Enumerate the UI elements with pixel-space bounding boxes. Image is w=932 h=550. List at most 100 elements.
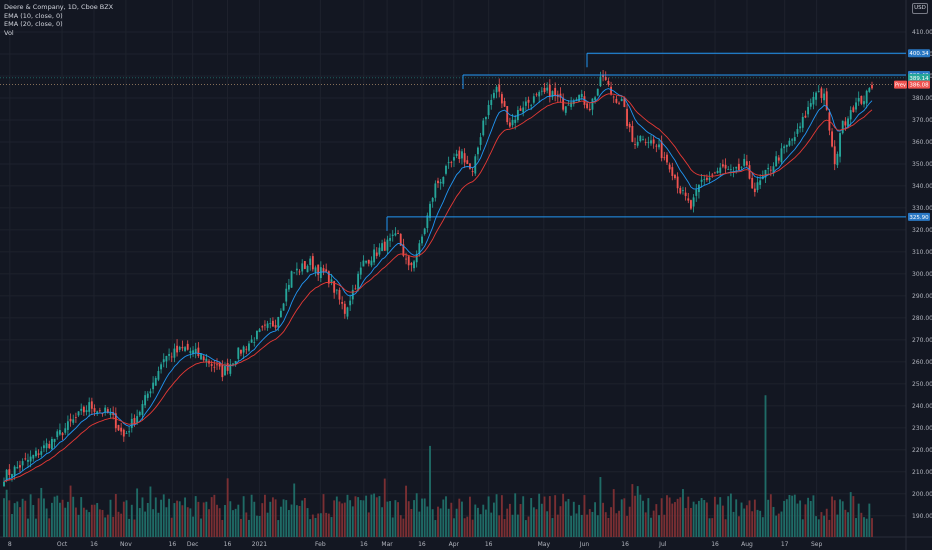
volume-bar (713, 496, 716, 537)
candle-body (588, 108, 591, 111)
x-tick-label: 8 (8, 541, 12, 548)
candle-body (583, 96, 586, 105)
volume-bar (687, 496, 690, 537)
volume-bar (386, 501, 389, 537)
candle-body (751, 177, 754, 189)
volume-bar (359, 500, 362, 537)
candle-body (197, 347, 200, 357)
candle-body (857, 97, 860, 102)
volume-bar (567, 498, 570, 537)
candle-body (745, 161, 748, 166)
volume-legend[interactable]: Vol (4, 28, 14, 37)
x-tick-label: 16 (711, 541, 719, 548)
price-tag-label: 386.08 (909, 83, 929, 89)
volume-bar (130, 504, 133, 537)
volume-bar (474, 504, 477, 537)
volume-bar (104, 517, 107, 537)
volume-bar (490, 512, 493, 537)
y-tick-label: 280.00 (912, 315, 932, 322)
candle-body (160, 364, 163, 370)
volume-bar (375, 497, 378, 537)
candle-body (674, 174, 676, 179)
volume-bar (173, 503, 176, 537)
candle-body (45, 443, 48, 449)
volume-bar (775, 515, 778, 537)
volume-bar (636, 486, 639, 537)
volume-bar (208, 509, 210, 537)
volume-bar (93, 504, 96, 537)
volume-bar (666, 495, 668, 537)
candle-body (719, 167, 722, 173)
volume-bar (639, 494, 642, 537)
candle-body (591, 98, 594, 110)
candle-body (836, 153, 839, 166)
y-tick-label: 360.00 (912, 139, 932, 146)
volume-bar (149, 486, 152, 537)
candle-body (29, 456, 32, 462)
volume-bar (170, 517, 173, 537)
candle-body (269, 323, 272, 325)
candle-body (205, 358, 208, 362)
volume-bar (817, 519, 820, 537)
volume-bar (743, 508, 746, 537)
candle-body (607, 80, 610, 85)
volume-bar (74, 507, 77, 537)
volume-bar (245, 512, 248, 537)
candle-body (530, 105, 533, 107)
candle-body (418, 243, 421, 255)
volume-bar (357, 497, 360, 537)
candle-body (500, 94, 503, 104)
candle-body (317, 264, 320, 275)
volume-bar (35, 518, 37, 537)
volume-bar (381, 507, 384, 537)
x-tick-label: Aug (741, 541, 753, 548)
volume-bar (551, 518, 554, 537)
volume-bar (447, 508, 450, 537)
volume-bar (767, 499, 770, 537)
volume-bar (828, 519, 831, 537)
candle-body (109, 412, 112, 415)
candle-body (809, 103, 812, 107)
candle-body (85, 410, 88, 413)
candle-body (120, 427, 123, 432)
volume-bar (711, 518, 714, 537)
candle-body (359, 267, 362, 275)
candle-body (410, 262, 413, 266)
volume-bar (72, 496, 75, 537)
volume-bar (27, 518, 29, 537)
volume-bar (319, 513, 322, 537)
volume-bar (610, 507, 612, 537)
volume-bar (210, 497, 213, 537)
volume-bar (19, 507, 21, 537)
volume-bar (383, 478, 386, 537)
volume-bar (492, 502, 495, 537)
price-candles (3, 69, 873, 487)
ema-20-legend[interactable]: EMA (20, close, 0) (4, 20, 63, 29)
candle-body (791, 139, 794, 141)
volume-bar (527, 516, 530, 537)
candle-body (482, 120, 485, 136)
candle-body (461, 151, 463, 159)
currency-badge[interactable]: USD (912, 3, 928, 14)
symbol-title[interactable]: Deere & Company, 1D, Cboe BZX (4, 3, 114, 11)
volume-bar (202, 502, 205, 537)
volume-bar (90, 504, 93, 537)
candle-body (232, 363, 234, 365)
price-tag-label: 389.14 (909, 76, 929, 82)
volume-bar (674, 502, 676, 537)
ema-10-legend[interactable]: EMA (10, close, 0) (4, 11, 63, 20)
volume-bar (40, 487, 43, 537)
y-tick-label: 330.00 (912, 205, 932, 212)
volume-bar (580, 514, 583, 537)
candle-body (434, 183, 437, 198)
candle-body (652, 139, 655, 144)
volume-bar (21, 498, 24, 537)
candle-body (799, 126, 802, 129)
candle-body (868, 88, 871, 92)
volume-bar (740, 502, 743, 537)
volume-bar (269, 501, 272, 537)
volume-bar (708, 518, 711, 537)
volume-bar (109, 499, 112, 537)
candle-body (234, 360, 237, 365)
